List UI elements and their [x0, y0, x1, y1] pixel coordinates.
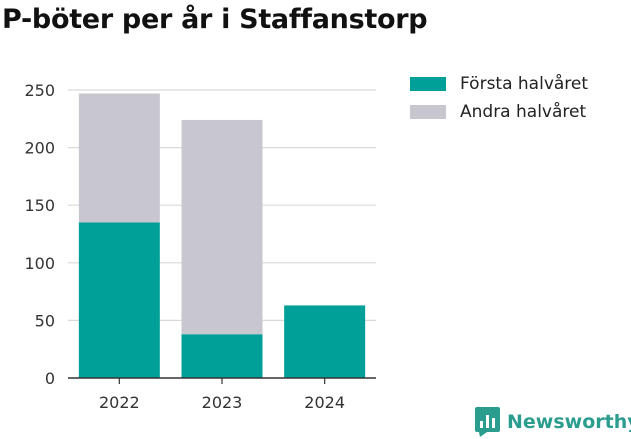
- y-tick-label-250: 250: [24, 81, 55, 100]
- y-tick-label-50: 50: [35, 311, 55, 330]
- y-tick-label-0: 0: [45, 369, 55, 388]
- bar-2023-series-0: [181, 334, 263, 378]
- x-tick-label-2024: 2024: [304, 393, 345, 412]
- legend-label-second-half: Andra halvåret: [460, 102, 587, 122]
- newsworthy-logo-icon: [475, 407, 500, 437]
- legend-item-second-half: Andra halvåret: [410, 98, 588, 126]
- bar-2022-series-0: [78, 222, 160, 378]
- y-tick-label-150: 150: [24, 196, 55, 215]
- legend-label-first-half: Första halvåret: [460, 74, 589, 94]
- bar-2022-series-1: [78, 93, 160, 223]
- x-tick-label-2023: 2023: [202, 393, 243, 412]
- legend-swatch-second-half: [410, 105, 446, 119]
- legend-item-first-half: Första halvåret: [410, 70, 588, 98]
- bar-2024-series-0: [284, 305, 366, 378]
- brand-name: Newsworthy: [507, 411, 631, 433]
- y-tick-label-200: 200: [24, 139, 55, 158]
- bar-2023-series-1: [181, 119, 263, 335]
- newsworthy-brand: Newsworthy: [475, 407, 631, 437]
- y-tick-label-100: 100: [24, 254, 55, 273]
- x-tick-label-2022: 2022: [99, 393, 140, 412]
- legend: Första halvåret Andra halvåret: [410, 70, 588, 126]
- chart-title: P-böter per år i Staffanstorp: [2, 4, 428, 35]
- legend-swatch-first-half: [410, 77, 446, 91]
